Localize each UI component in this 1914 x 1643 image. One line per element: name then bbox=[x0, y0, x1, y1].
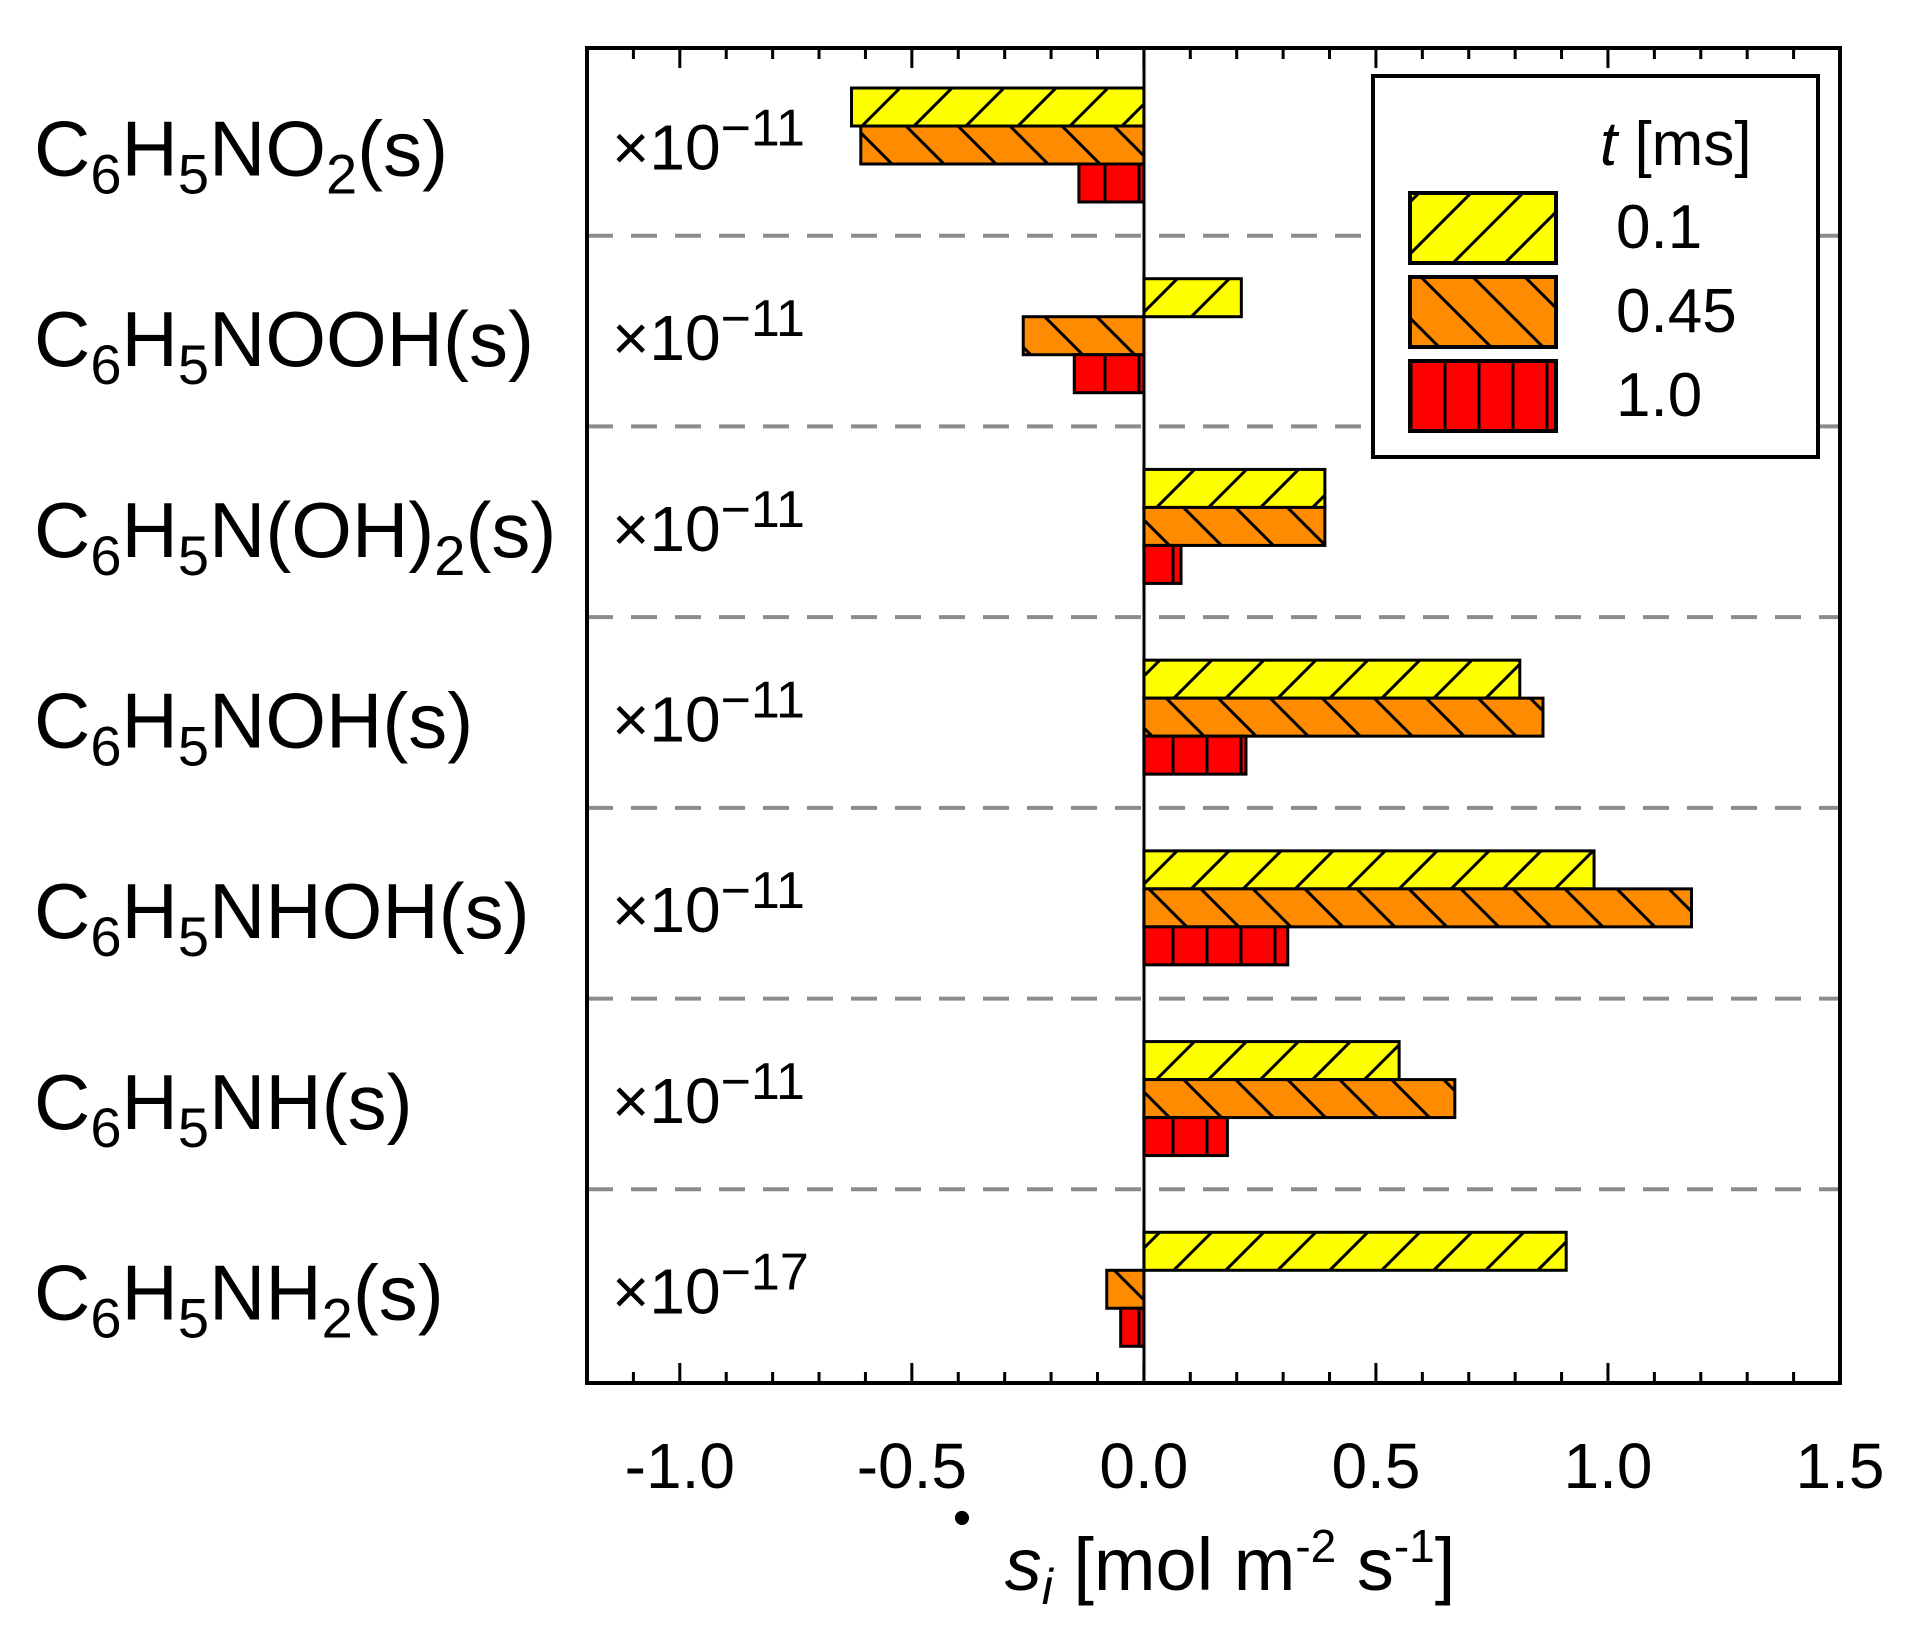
bar-hatch bbox=[1072, 353, 1146, 395]
legend-item: 1.0 bbox=[1408, 359, 1702, 433]
bar-hatch bbox=[1142, 467, 1327, 509]
scale-factor-label: ×10−11 bbox=[612, 862, 805, 946]
xlabel-mid: s bbox=[1336, 1523, 1394, 1606]
x-tick-label: 1.5 bbox=[1796, 1430, 1885, 1502]
legend-label: 1.0 bbox=[1616, 361, 1702, 430]
legend-swatch bbox=[1408, 275, 1558, 349]
legend-title-unit: [ms] bbox=[1617, 110, 1751, 179]
bar bbox=[859, 124, 1146, 166]
xlabel-dot: • bbox=[953, 1489, 971, 1547]
bar-hatch bbox=[1142, 734, 1248, 776]
bar-hatch bbox=[1142, 925, 1290, 967]
bar-hatch bbox=[850, 86, 1146, 128]
plot-frame bbox=[585, 46, 1842, 1385]
legend-swatch bbox=[1408, 359, 1558, 433]
bar bbox=[1072, 353, 1146, 395]
bar bbox=[1142, 543, 1183, 585]
bar bbox=[1142, 277, 1243, 319]
xlabel-exp1: -2 bbox=[1295, 1520, 1336, 1572]
category-label: C6H5NO2(s) bbox=[34, 104, 448, 205]
scale-factor-label: ×10−11 bbox=[612, 672, 805, 756]
bar bbox=[1142, 734, 1248, 776]
bar bbox=[1142, 696, 1545, 738]
bar bbox=[1142, 505, 1327, 547]
bar bbox=[1142, 467, 1327, 509]
bar bbox=[1119, 1306, 1146, 1348]
x-tick-label: 0.5 bbox=[1331, 1430, 1420, 1502]
scale-factor-label: ×10−11 bbox=[612, 99, 805, 183]
bar-hatch bbox=[1142, 1230, 1568, 1272]
bar bbox=[1105, 1268, 1146, 1310]
bar bbox=[1077, 162, 1146, 204]
bar-hatch bbox=[1021, 315, 1146, 357]
legend-item: 0.45 bbox=[1408, 275, 1737, 349]
legend-title-var: t bbox=[1600, 110, 1620, 179]
bar bbox=[850, 86, 1146, 128]
xlabel-index: i bbox=[1042, 1559, 1055, 1615]
category-label: C6H5NOH(s) bbox=[34, 677, 473, 778]
scale-factor-label: ×10−11 bbox=[612, 1053, 805, 1137]
legend: t [ms] 0.1 0.45 1.0 bbox=[1371, 74, 1820, 459]
bar bbox=[1142, 1230, 1568, 1272]
bar bbox=[1142, 887, 1693, 929]
category-label: C6H5NOOH(s) bbox=[34, 295, 534, 396]
bar-hatch bbox=[1142, 696, 1545, 738]
bar bbox=[1142, 925, 1290, 967]
bar bbox=[1021, 315, 1146, 357]
legend-label: 0.45 bbox=[1616, 277, 1737, 346]
x-tick-label: 1.0 bbox=[1563, 1430, 1652, 1502]
bar-hatch bbox=[1142, 277, 1243, 319]
bar-hatch bbox=[859, 124, 1146, 166]
bar-hatch bbox=[1142, 658, 1522, 700]
bar-hatch bbox=[1142, 849, 1596, 891]
x-tick-label: -1.0 bbox=[625, 1430, 735, 1502]
bar-hatch bbox=[1142, 1078, 1457, 1120]
bar bbox=[1142, 1040, 1401, 1082]
bar-hatch bbox=[1142, 1040, 1401, 1082]
bar-hatch bbox=[1142, 1116, 1229, 1158]
bar-hatch bbox=[1077, 162, 1146, 204]
bar bbox=[1142, 658, 1522, 700]
bar-hatch bbox=[1105, 1268, 1146, 1310]
xlabel-units: [mol m bbox=[1053, 1523, 1296, 1606]
bar-hatch bbox=[1119, 1306, 1146, 1348]
legend-swatch bbox=[1408, 191, 1558, 265]
legend-label: 0.1 bbox=[1616, 193, 1702, 262]
scale-factor-label: ×10−11 bbox=[612, 481, 805, 565]
x-tick-label: -0.5 bbox=[857, 1430, 967, 1502]
bar bbox=[1142, 1078, 1457, 1120]
bar-hatch bbox=[1142, 887, 1693, 929]
bar-hatch bbox=[1142, 505, 1327, 547]
category-label: C6H5N(OH)2(s) bbox=[34, 486, 556, 587]
bar bbox=[1142, 849, 1596, 891]
category-label: C6H5NH2(s) bbox=[34, 1249, 444, 1350]
legend-item: 0.1 bbox=[1408, 191, 1702, 265]
bar bbox=[1142, 1116, 1229, 1158]
xlabel-exp2: -1 bbox=[1394, 1520, 1435, 1572]
svg-text:si [mol m-2 s-1]: si [mol m-2 s-1] bbox=[1005, 1520, 1456, 1615]
x-axis-label: si [mol m-2 s-1] • bbox=[953, 1489, 1455, 1615]
xlabel-close: ] bbox=[1435, 1523, 1456, 1606]
bar-hatch bbox=[1142, 543, 1183, 585]
scale-factor-label: ×10−11 bbox=[612, 290, 805, 374]
category-label: C6H5NHOH(s) bbox=[34, 867, 530, 968]
legend-title: t [ms] bbox=[1600, 110, 1752, 179]
xlabel-symbol: s bbox=[1005, 1523, 1042, 1606]
scale-factor-label: ×10−17 bbox=[612, 1244, 809, 1328]
category-label: C6H5NH(s) bbox=[34, 1058, 413, 1159]
x-tick-label: 0.0 bbox=[1099, 1430, 1188, 1502]
